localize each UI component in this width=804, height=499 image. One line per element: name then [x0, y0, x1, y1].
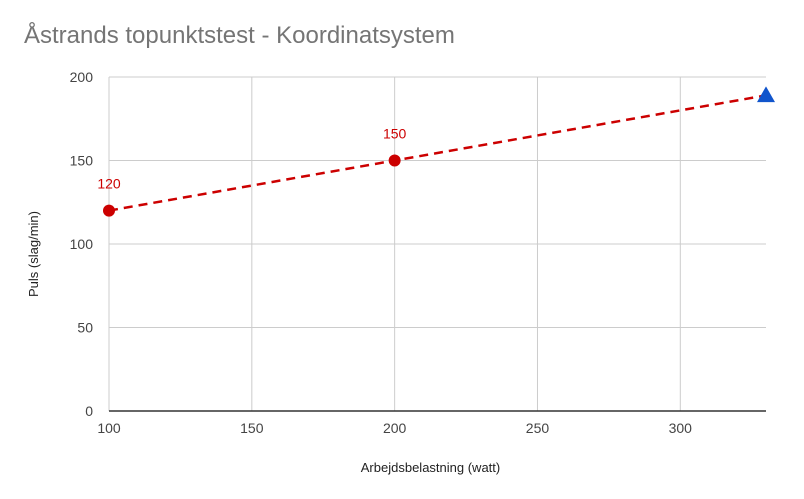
- y-axis-title: Puls (slag/min): [26, 211, 41, 297]
- chart-title: Åstrands topunktstest - Koordinatsystem: [24, 22, 455, 49]
- y-tick-label-200: 200: [70, 69, 94, 85]
- series-layer: 120 150: [97, 86, 775, 217]
- data-label-100: 120: [97, 176, 121, 192]
- x-tick-label-300: 300: [669, 420, 693, 436]
- x-tick-label-200: 200: [383, 420, 407, 436]
- triangle-marker-330: [757, 86, 775, 103]
- y-tick-label-150: 150: [70, 153, 94, 169]
- x-axis-title: Arbejdsbelastning (watt): [361, 460, 500, 475]
- y-tick-labels: 0 50 100 150 200: [70, 69, 94, 419]
- y-tick-label-100: 100: [70, 236, 94, 252]
- x-tick-label-150: 150: [240, 420, 264, 436]
- trend-line: [108, 94, 767, 212]
- x-tick-labels: 100 150 200 250 300: [97, 420, 692, 436]
- y-tick-label-0: 0: [85, 403, 93, 419]
- gridlines: [108, 76, 766, 411]
- x-tick-label-100: 100: [97, 420, 121, 436]
- data-point-200: [388, 154, 401, 167]
- data-label-200: 150: [383, 126, 407, 142]
- y-tick-label-50: 50: [77, 320, 93, 336]
- data-point-100: [103, 204, 115, 217]
- x-tick-label-250: 250: [526, 420, 550, 436]
